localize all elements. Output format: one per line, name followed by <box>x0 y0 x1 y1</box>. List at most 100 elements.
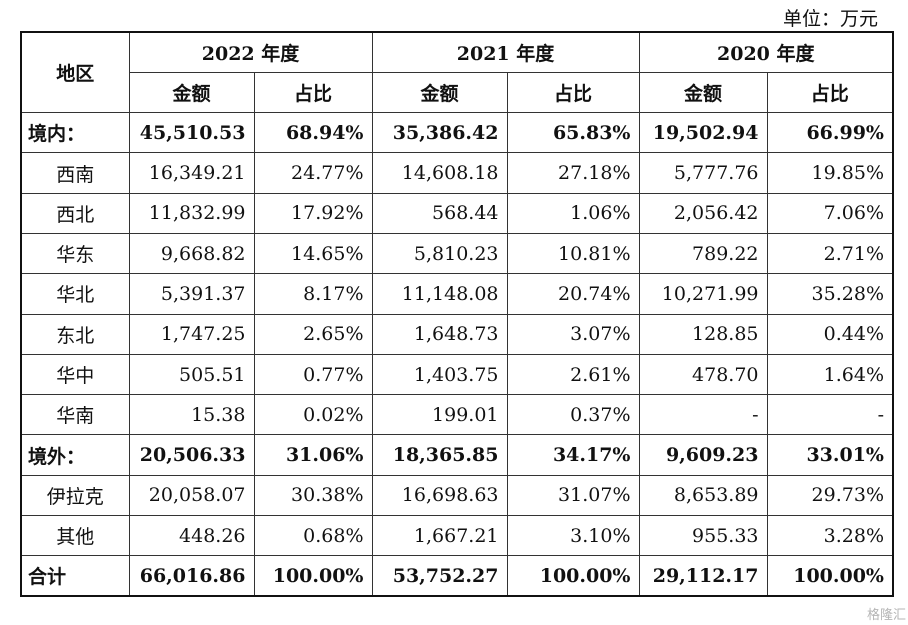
table-row: 华东 9,668.82 14.65% 5,810.23 10.81% 789.22 2.71… <box>20 232 894 275</box>
amount-cell: 10,271.99 <box>638 273 768 315</box>
amount-cell: 16,698.63 <box>371 474 508 517</box>
header-year-2022: 2022 年度 <box>128 31 373 73</box>
table-row: 伊拉克 20,058.07 30.38% 16,698.63 31.07% 8,653.8… <box>20 474 894 517</box>
amount-cell: 568.44 <box>371 192 508 234</box>
region-cell: 西北 <box>20 192 130 234</box>
ratio-cell: 1.64% <box>766 353 894 396</box>
header-year-2020: 2020 年度 <box>638 31 894 73</box>
region-cell: 华中 <box>20 353 130 396</box>
amount-cell: 9,609.23 <box>638 434 768 476</box>
region-cell: 华北 <box>20 273 130 315</box>
ratio-cell: 2.65% <box>253 313 373 355</box>
amount-cell: 53,752.27 <box>371 555 508 597</box>
ratio-cell: 66.99% <box>766 112 894 154</box>
region-cell: 伊拉克 <box>20 474 130 517</box>
region-cell: 华南 <box>20 394 130 436</box>
table-row: 境内： 45,510.53 68.94% 35,386.42 65.83% 19,502.… <box>20 112 894 154</box>
amount-cell: 128.85 <box>638 313 768 355</box>
ratio-cell: 24.77% <box>253 152 373 194</box>
ratio-cell: 20.74% <box>506 273 640 315</box>
table-row: 华南 15.38 0.02% 199.01 0.37% - - <box>20 394 894 436</box>
table-row: 华北 5,391.37 8.17% 11,148.08 20.74% 10,271.99 3… <box>20 273 894 315</box>
amount-cell: - <box>638 394 768 436</box>
ratio-cell: 8.17% <box>253 273 373 315</box>
watermark: 格隆汇 <box>866 608 906 623</box>
amount-cell: 20,058.07 <box>128 474 255 517</box>
header-amount: 金额 <box>638 71 768 114</box>
ratio-cell: 3.28% <box>766 515 894 557</box>
amount-cell: 448.26 <box>128 515 255 557</box>
amount-cell: 16,349.21 <box>128 152 255 194</box>
ratio-cell: 3.07% <box>506 313 640 355</box>
ratio-cell: 0.77% <box>253 353 373 396</box>
header-amount: 金额 <box>371 71 508 114</box>
amount-cell: 1,403.75 <box>371 353 508 396</box>
region-cell: 其他 <box>20 515 130 557</box>
ratio-cell: 7.06% <box>766 192 894 234</box>
region-cell: 华东 <box>20 232 130 275</box>
ratio-cell: 30.38% <box>253 474 373 517</box>
amount-cell: 35,386.42 <box>371 112 508 154</box>
amount-cell: 20,506.33 <box>128 434 255 476</box>
header-amount: 金额 <box>128 71 255 114</box>
amount-cell: 5,391.37 <box>128 273 255 315</box>
ratio-cell: 34.17% <box>506 434 640 476</box>
ratio-cell: 100.00% <box>253 555 373 597</box>
ratio-cell: 0.68% <box>253 515 373 557</box>
amount-cell: 29,112.17 <box>638 555 768 597</box>
ratio-cell: 2.61% <box>506 353 640 396</box>
ratio-cell: 100.00% <box>506 555 640 597</box>
header-region: 地区 <box>20 31 130 114</box>
header-year-2021: 2021 年度 <box>371 31 640 73</box>
amount-cell: 11,148.08 <box>371 273 508 315</box>
ratio-cell: 65.83% <box>506 112 640 154</box>
ratio-cell: 2.71% <box>766 232 894 275</box>
region-cell: 境内： <box>20 112 130 154</box>
amount-cell: 45,510.53 <box>128 112 255 154</box>
amount-cell: 955.33 <box>638 515 768 557</box>
ratio-cell: 0.44% <box>766 313 894 355</box>
amount-cell: 15.38 <box>128 394 255 436</box>
ratio-cell: 0.02% <box>253 394 373 436</box>
table-row: 其他 448.26 0.68% 1,667.21 3.10% 955.33 3.28% <box>20 515 894 557</box>
header-ratio: 占比 <box>506 71 640 114</box>
amount-cell: 9,668.82 <box>128 232 255 275</box>
ratio-cell: 31.07% <box>506 474 640 517</box>
ratio-cell: 33.01% <box>766 434 894 476</box>
table-row: 东北 1,747.25 2.65% 1,648.73 3.07% 128.85 0.44% <box>20 313 894 355</box>
amount-cell: 18,365.85 <box>371 434 508 476</box>
table-row: 西北 11,832.99 17.92% 568.44 1.06% 2,056.42 7.06… <box>20 192 894 234</box>
amount-cell: 1,747.25 <box>128 313 255 355</box>
amount-cell: 789.22 <box>638 232 768 275</box>
ratio-cell: 27.18% <box>506 152 640 194</box>
amount-cell: 11,832.99 <box>128 192 255 234</box>
unit-label: 单位：万元 <box>782 8 878 30</box>
amount-cell: 1,667.21 <box>371 515 508 557</box>
header-ratio: 占比 <box>253 71 373 114</box>
region-cell: 合计 <box>20 555 130 597</box>
region-cell: 东北 <box>20 313 130 355</box>
amount-cell: 199.01 <box>371 394 508 436</box>
table-row: 合计 66,016.86 100.00% 53,752.27 100.00% 29,112… <box>20 555 894 597</box>
region-cell: 西南 <box>20 152 130 194</box>
ratio-cell: 14.65% <box>253 232 373 275</box>
amount-cell: 5,777.76 <box>638 152 768 194</box>
amount-cell: 1,648.73 <box>371 313 508 355</box>
header-row-years: 地区 2022 年度 2021 年度 2020 年度 <box>20 31 894 114</box>
ratio-cell: 31.06% <box>253 434 373 476</box>
amount-cell: 14,608.18 <box>371 152 508 194</box>
ratio-cell: 29.73% <box>766 474 894 517</box>
region-cell: 境外： <box>20 434 130 476</box>
ratio-cell: 68.94% <box>253 112 373 154</box>
ratio-cell: 19.85% <box>766 152 894 194</box>
table-row: 境外： 20,506.33 31.06% 18,365.85 34.17% 9,609.2… <box>20 434 894 476</box>
ratio-cell: 17.92% <box>253 192 373 234</box>
amount-cell: 2,056.42 <box>638 192 768 234</box>
revenue-by-region-table: 地区 2022 年度 2021 年度 2020 年度 金额 占比 金额 占比 金… <box>20 31 894 598</box>
ratio-cell: 1.06% <box>506 192 640 234</box>
amount-cell: 8,653.89 <box>638 474 768 517</box>
table-row: 华中 505.51 0.77% 1,403.75 2.61% 478.70 1.64% <box>20 353 894 396</box>
ratio-cell: 35.28% <box>766 273 894 315</box>
amount-cell: 66,016.86 <box>128 555 255 597</box>
ratio-cell: 100.00% <box>766 555 894 597</box>
